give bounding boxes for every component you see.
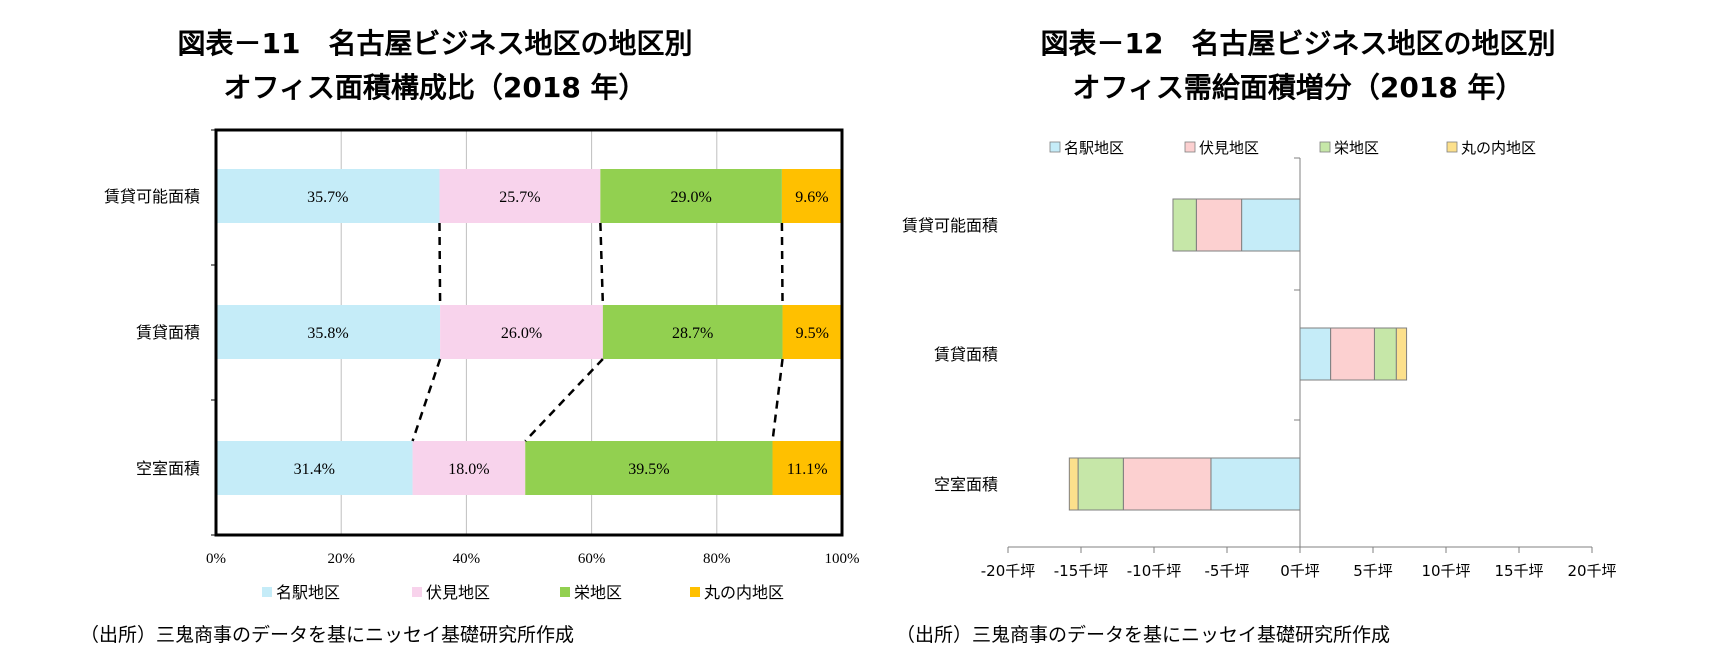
bar-segment: [216, 441, 413, 495]
legend-swatch: [1184, 141, 1196, 153]
data-label: 29.0%: [670, 189, 711, 206]
data-label: 11.1%: [787, 461, 828, 478]
x-tick-label: 60%: [578, 551, 606, 567]
legend-swatch: [1049, 141, 1061, 153]
chart-subtitle: オフィス面積構成比（2018 年）: [223, 71, 647, 104]
data-label: 35.7%: [307, 189, 348, 206]
x-tick-label: 40%: [453, 551, 481, 567]
bar-segment: [772, 441, 842, 495]
chart-panel-office-increment: 図表－12 名古屋ビジネス地区の地区別 オフィス需給面積増分（2018 年） 名…: [870, 0, 1726, 661]
bar-segment: [1210, 457, 1301, 511]
legend-swatch: [262, 587, 272, 597]
x-tick-label: 100%: [825, 551, 860, 567]
chart-panel-office-share: 図表－11 名古屋ビジネス地区の地区別 オフィス面積構成比（2018 年） 35…: [80, 27, 860, 646]
legend-label: 伏見地区: [1199, 139, 1259, 157]
chart-title: 図表－11 名古屋ビジネス地区の地区別: [177, 27, 693, 60]
bar-segment: [1299, 327, 1332, 381]
office-increment-chart: 名駅地区 伏見地区 栄地区 丸の内地区 -20千坪 -15千坪 -10千坪 -5千坪 0千坪 5千…: [902, 139, 1617, 580]
data-label: 28.7%: [672, 325, 713, 342]
legend-swatch: [412, 587, 422, 597]
x-tick-label: 10千坪: [1421, 562, 1470, 580]
connector-line: [780, 222, 784, 306]
chart-title: 図表－12 名古屋ビジネス地区の地区別: [1040, 27, 1556, 60]
bar-segment: [439, 169, 601, 223]
x-tick-label: 0%: [206, 551, 226, 567]
plot-frame: [214, 128, 844, 537]
source-note: （出所）三鬼商事のデータを基にニッセイ基礎研究所作成: [896, 624, 1391, 646]
chart-subtitle: オフィス需給面積増分（2018 年）: [1072, 71, 1524, 104]
bar-segment: [525, 441, 773, 495]
bar-segment: [1330, 327, 1375, 381]
legend-label: 丸の内地区: [704, 583, 784, 602]
category-label: 賃貸可能面積: [902, 216, 998, 235]
bar-segment: [1122, 457, 1212, 511]
bar-segment: [1172, 198, 1197, 252]
source-note: （出所）三鬼商事のデータを基にニッセイ基礎研究所作成: [80, 624, 575, 646]
legend-label: 名駅地区: [1064, 139, 1124, 157]
x-tick-label: 80%: [703, 551, 731, 567]
x-tick-label: 15千坪: [1494, 562, 1543, 580]
connector-line: [411, 358, 442, 442]
legend-swatch: [1319, 141, 1331, 153]
bar-segment: [1395, 327, 1408, 381]
bar-segment: [782, 305, 842, 359]
bar-segment: [1195, 198, 1243, 252]
bar-segment: [600, 169, 782, 223]
bar-segment: [412, 441, 526, 495]
legend-label: 栄地区: [1334, 139, 1379, 157]
bar-segment: [1373, 327, 1397, 381]
data-label: 25.7%: [499, 189, 540, 206]
connector-line: [771, 358, 784, 442]
x-tick-label: 20千坪: [1567, 562, 1616, 580]
data-label: 18.0%: [448, 461, 489, 478]
category-label: 空室面積: [136, 459, 200, 478]
x-tick-label: 5千坪: [1353, 562, 1393, 580]
data-label: 9.5%: [796, 325, 829, 342]
data-label: 26.0%: [501, 325, 542, 342]
x-tick-label: -20千坪: [981, 562, 1036, 580]
connector-line: [599, 222, 605, 306]
bar-segment: [781, 169, 842, 223]
legend-label: 丸の内地区: [1461, 139, 1536, 157]
bar-segment: [216, 169, 440, 223]
bar-segment: [1241, 198, 1301, 252]
bar-segment: [602, 305, 783, 359]
data-label: 9.6%: [795, 189, 828, 206]
data-label: 39.5%: [628, 461, 669, 478]
bar-segment: [440, 305, 603, 359]
connector-line: [524, 358, 604, 442]
office-share-chart: 35.7% 25.7% 29.0% 9.6% 35.8% 26.0% 28.7% 9.5% 31…: [104, 128, 860, 602]
category-label: 空室面積: [934, 475, 998, 494]
bar-segment: [216, 305, 441, 359]
x-tick-label: -15千坪: [1054, 562, 1109, 580]
category-label: 賃貸面積: [934, 345, 998, 364]
bar-segment: [1077, 457, 1124, 511]
legend-swatch: [560, 587, 570, 597]
legend-label: 栄地区: [574, 583, 622, 602]
bar-segment: [1068, 457, 1079, 511]
x-tick-label: -5千坪: [1205, 562, 1250, 580]
legend-swatch: [1446, 141, 1458, 153]
legend-label: 名駅地区: [276, 583, 340, 602]
connector-line: [438, 222, 442, 306]
legend-label: 伏見地区: [426, 583, 490, 602]
category-label: 賃貸可能面積: [104, 187, 200, 206]
category-label: 賃貸面積: [136, 323, 200, 342]
x-tick-label: 20%: [327, 551, 355, 567]
data-label: 31.4%: [294, 461, 335, 478]
x-tick-label: -10千坪: [1127, 562, 1182, 580]
data-label: 35.8%: [307, 325, 348, 342]
x-tick-label: 0千坪: [1280, 562, 1320, 580]
legend-swatch: [690, 587, 700, 597]
